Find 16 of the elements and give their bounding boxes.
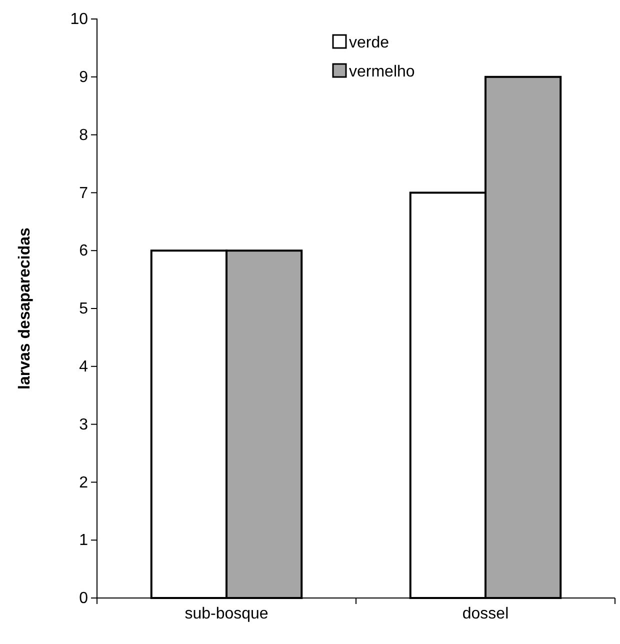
legend-label: vermelho: [349, 64, 415, 81]
y-axis-title: larvas desaparecidas: [16, 227, 34, 390]
y-tick-label: 0: [79, 590, 88, 608]
y-tick-label: 1: [79, 532, 88, 550]
x-tick-label: dossel: [462, 606, 509, 623]
y-tick-label: 9: [79, 69, 88, 86]
y-tick-label: 4: [79, 358, 88, 376]
y-tick-label: 5: [79, 300, 88, 318]
legend-label: verde: [349, 34, 390, 52]
y-tick-label: 6: [79, 242, 88, 260]
y-tick-label: 10: [70, 11, 88, 28]
y-tick-label: 3: [79, 416, 88, 434]
y-tick-label: 7: [79, 184, 88, 202]
y-tick-label: 8: [79, 126, 88, 144]
x-tick-label: sub-bosque: [184, 606, 268, 623]
y-tick-label: 2: [79, 474, 88, 492]
